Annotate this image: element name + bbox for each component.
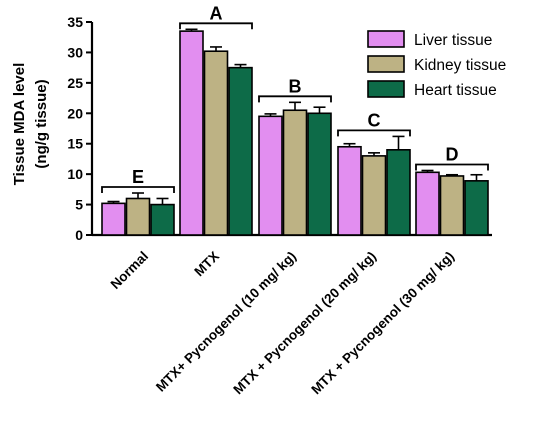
group-letter: C: [368, 110, 381, 130]
legend-swatch: [367, 55, 405, 73]
y-tick-label: 25: [67, 75, 83, 91]
y-tick-label: 20: [67, 105, 83, 121]
bar: [179, 30, 204, 236]
bar: [439, 175, 465, 236]
bar: [282, 109, 308, 236]
group-bracket: [415, 163, 489, 171]
group-bracket: [101, 186, 175, 194]
y-tick-label: 30: [67, 44, 83, 60]
bar: [228, 66, 253, 236]
y-tick-label: 5: [75, 197, 83, 213]
bar: [464, 180, 489, 236]
legend-label: Liver tissue: [414, 32, 492, 49]
category-label: MTX: [191, 249, 222, 280]
bar: [150, 203, 175, 236]
category-label: MTX + Pycnogenol (30 mg/ kg): [308, 249, 457, 398]
category-label: MTX+ Pycnogenol (10 mg/ kg): [153, 249, 299, 395]
y-tick-label: 35: [67, 14, 83, 30]
bar: [101, 202, 126, 236]
group-brackets: E A B C D: [101, 3, 489, 194]
y-tick-label: 15: [67, 136, 83, 152]
y-axis-label-line1: Tissue MDA level: [11, 63, 28, 186]
group-bracket: [258, 95, 332, 103]
group-bracket: [179, 22, 253, 30]
bars: [101, 28, 489, 236]
legend-swatch: [367, 30, 405, 48]
y-tick-label: 10: [67, 166, 83, 182]
group-letter: D: [446, 144, 459, 164]
bar: [361, 155, 387, 236]
group-bracket: [337, 129, 411, 137]
bar: [203, 50, 229, 236]
legend-label: Heart tissue: [414, 82, 497, 99]
category-label: MTX + Pycnogenol (20 mg/ kg): [230, 249, 379, 398]
group-letter: B: [289, 76, 302, 96]
group-letter: E: [132, 167, 144, 187]
bar: [258, 115, 283, 236]
legend: Liver tissue Kidney tissue Heart tissue: [367, 30, 506, 99]
group-letter: A: [210, 3, 223, 23]
bar: [125, 197, 151, 236]
legend-swatch: [367, 80, 405, 98]
bar: [386, 149, 411, 236]
category-label: Normal: [108, 249, 151, 292]
y-tick-label: 0: [75, 227, 83, 243]
bar: [415, 171, 440, 236]
y-axis-label-line2: (ng/g tissue): [33, 79, 50, 168]
legend-label: Kidney tissue: [414, 57, 506, 74]
bar: [307, 112, 332, 236]
bar: [337, 145, 362, 236]
y-axis-label: Tissue MDA level (ng/g tissue): [11, 63, 50, 186]
